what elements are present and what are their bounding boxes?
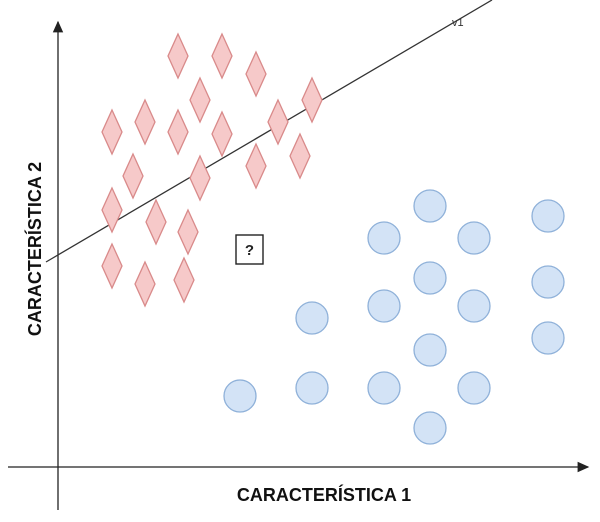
class-a-diamond: [167, 32, 189, 80]
class-a-diamonds: [101, 32, 323, 308]
class-b-circle: [531, 321, 565, 355]
class-b-circle: [295, 371, 329, 405]
class-a-diamond: [189, 76, 211, 124]
unknown-sample-mark: ?: [245, 242, 254, 259]
unknown-sample: ?: [235, 234, 264, 265]
y-axis-label: CARACTERÍSTICA 2: [24, 162, 45, 336]
class-b-circle: [413, 333, 447, 367]
class-a-diamond: [145, 198, 167, 246]
class-b-circle: [413, 261, 447, 295]
class-b-circle: [457, 221, 491, 255]
class-a-diamond: [245, 142, 267, 190]
class-a-diamond: [245, 50, 267, 98]
class-a-diamond: [173, 256, 195, 304]
class-a-diamond: [211, 32, 233, 80]
class-a-diamond: [122, 152, 144, 200]
class-a-diamond: [211, 110, 233, 158]
class-a-diamond: [167, 108, 189, 156]
class-b-circle: [367, 371, 401, 405]
class-b-circle: [295, 301, 329, 335]
unknown-sample-box: [235, 234, 264, 265]
class-b-circle: [367, 221, 401, 255]
class-a-diamond: [189, 154, 211, 202]
class-b-circle: [531, 199, 565, 233]
class-b-circle: [413, 411, 447, 445]
class-b-circle: [531, 265, 565, 299]
class-a-diamond: [301, 76, 323, 124]
class-a-diamond: [101, 108, 123, 156]
class-a-diamond: [267, 98, 289, 146]
class-b-circle: [457, 289, 491, 323]
class-a-diamond: [101, 186, 123, 234]
class-a-diamond: [289, 132, 311, 180]
class-b-circle: [223, 379, 257, 413]
class-b-circle: [367, 289, 401, 323]
class-a-diamond: [177, 208, 199, 256]
class-b-circles: [223, 189, 565, 445]
class-b-circle: [457, 371, 491, 405]
class-b-circle: [413, 189, 447, 223]
class-a-diamond: [134, 98, 156, 146]
class-a-diamond: [101, 242, 123, 290]
x-axis-label: CARACTERÍSTICA 1: [237, 484, 411, 505]
separating-line-v1: [45, 0, 493, 263]
line-label-v1: v1: [452, 17, 464, 29]
class-a-diamond: [134, 260, 156, 308]
